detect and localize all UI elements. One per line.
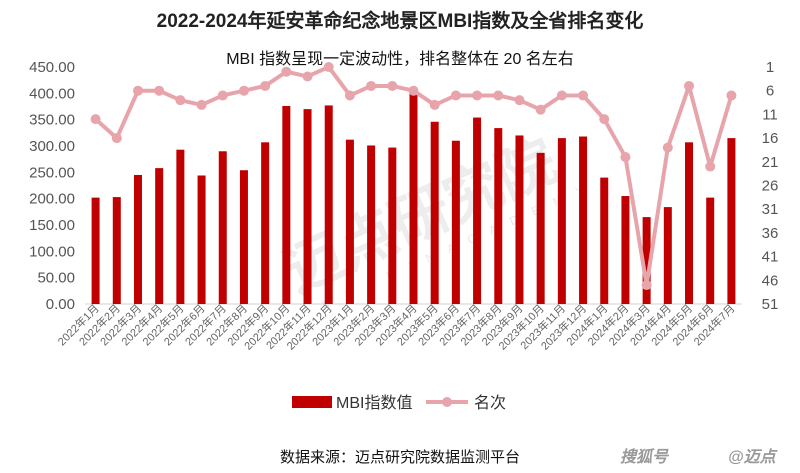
y-left-tick-label: 400.00: [29, 85, 75, 102]
bar: [451, 140, 460, 304]
bar: [536, 152, 545, 304]
bar: [91, 197, 100, 304]
bar: [388, 147, 397, 304]
rank-point: [387, 80, 398, 91]
y-right-tick-label: 31: [762, 201, 779, 218]
y-right-tick-label: 41: [762, 249, 779, 266]
plot-area: 0.00 50.00 100.00 150.00 200.00 250.00 300.00 3…: [29, 59, 778, 353]
rank-point: [344, 90, 355, 101]
rank-point: [684, 80, 695, 91]
legend-label-rank: 名次: [474, 394, 506, 412]
bar: [494, 128, 503, 304]
y-right-tick-label: 26: [762, 178, 779, 195]
bar: [367, 145, 376, 304]
rank-point: [578, 90, 589, 101]
y-left-tick-label: 50.00: [37, 270, 75, 287]
bar: [197, 175, 206, 304]
rank-point: [323, 62, 334, 72]
source-note: 数据来源：迈点研究院数据监测平台: [280, 448, 520, 466]
bar: [727, 138, 736, 304]
rank-point: [450, 90, 461, 101]
rank-point: [217, 90, 228, 101]
legend-line-marker: [442, 397, 452, 407]
bar: [261, 142, 270, 304]
bar: [303, 109, 312, 304]
bar: [473, 117, 482, 304]
rank-point: [514, 95, 525, 106]
bar: [706, 197, 715, 304]
rank-point: [111, 133, 122, 144]
legend: MBI指数值 名次: [292, 394, 506, 412]
y-right-tick-label: 16: [762, 130, 779, 147]
rank-point: [726, 90, 737, 101]
rank-point: [302, 71, 313, 82]
y-left-tick-label: 350.00: [29, 112, 75, 129]
rank-point: [599, 114, 610, 125]
brand-mark: 搜狐号 @迈点: [620, 448, 778, 466]
legend-bar-swatch: [292, 396, 332, 408]
bar: [176, 149, 185, 304]
chart-title: 2022-2024年延安革命纪念地景区MBI指数及全省排名变化: [157, 9, 644, 32]
bar: [600, 177, 609, 304]
rank-point: [90, 114, 101, 125]
rank-point: [620, 152, 631, 163]
bar: [282, 105, 291, 305]
y-left-tick-label: 150.00: [29, 217, 75, 234]
y-right-tick-label: 11: [762, 106, 778, 123]
y-left-tick-label: 0.00: [46, 296, 75, 313]
bar: [155, 168, 164, 304]
brand-name: 搜狐号: [620, 448, 670, 466]
y-left-tick-label: 450.00: [29, 59, 75, 76]
rank-point: [429, 99, 440, 110]
y-right-tick-label: 1: [766, 59, 774, 76]
rank-point: [281, 66, 292, 77]
rank-point: [705, 161, 716, 172]
y-right-tick-label: 21: [762, 154, 779, 171]
brand-handle: @迈点: [728, 448, 778, 466]
rank-point: [238, 85, 249, 96]
y-left-tick-label: 300.00: [29, 138, 75, 155]
rank-point: [472, 90, 483, 101]
rank-point: [154, 85, 165, 96]
y-right-tick-label: 6: [766, 83, 774, 100]
bar: [345, 139, 354, 304]
chart-subtitle: MBI 指数呈现一定波动性，排名整体在 20 名左右: [226, 50, 574, 68]
bar: [133, 174, 142, 304]
rank-point: [132, 85, 143, 96]
bar: [218, 151, 227, 304]
rank-point: [175, 95, 186, 106]
bar: [663, 207, 672, 304]
bar: [324, 105, 333, 305]
y-left-tick-label: 200.00: [29, 191, 75, 208]
rank-point: [493, 90, 504, 101]
rank-point: [366, 80, 377, 91]
bar: [642, 217, 651, 304]
bar: [409, 92, 418, 304]
y-right-tick-label: 36: [762, 225, 779, 242]
y-left-tick-label: 100.00: [29, 243, 75, 260]
bar: [515, 135, 524, 304]
bar: [430, 121, 439, 304]
rank-point: [535, 104, 546, 115]
rank-point: [408, 85, 419, 96]
bar: [239, 170, 248, 304]
legend-label-mbi: MBI指数值: [336, 394, 412, 412]
rank-point: [556, 90, 567, 101]
bar: [685, 142, 694, 304]
rank-point: [662, 142, 673, 153]
rank-point: [260, 80, 271, 91]
y-right-tick-label: 46: [762, 272, 779, 289]
y-left-tick-label: 250.00: [29, 164, 75, 181]
bar: [112, 197, 121, 304]
bar: [557, 138, 566, 304]
rank-point: [196, 99, 207, 110]
bar: [621, 196, 630, 304]
y-right-tick-label: 51: [762, 296, 779, 313]
bar: [579, 136, 588, 304]
rank-point: [641, 280, 652, 291]
